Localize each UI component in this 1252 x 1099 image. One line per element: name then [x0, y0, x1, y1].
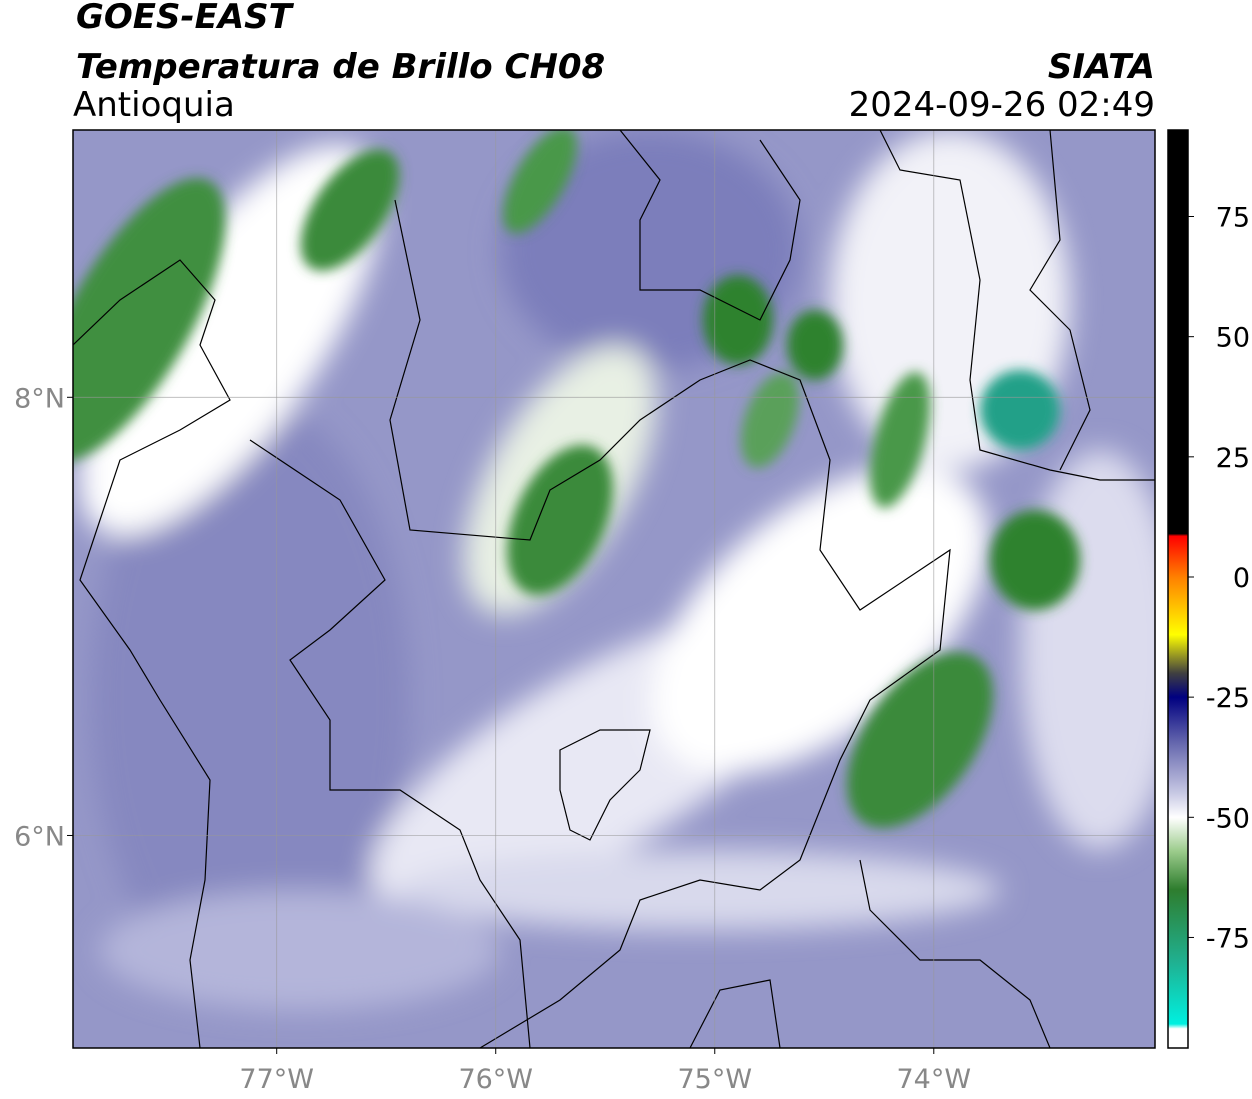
title: Temperatura de Brillo CH08 [76, 47, 605, 87]
colorbar-tick-label: -50 [1206, 803, 1250, 834]
colorbar [1167, 129, 1189, 1049]
colorbar-tick-label: -25 [1206, 683, 1250, 714]
grid [73, 130, 1155, 1048]
y-tick-label: 8°N [14, 383, 65, 414]
source: SIATA [1048, 47, 1155, 87]
colorbar-tick-label: -75 [1206, 923, 1250, 954]
x-tick-label: 75°W [677, 1064, 752, 1095]
header-line: GOES-EAST [76, 0, 295, 37]
x-tick-label: 74°W [897, 1064, 972, 1095]
datetime: 2024-09-26 02:49 [849, 85, 1155, 125]
colorbar-tick-label: 25 [1216, 443, 1250, 474]
y-tick-label: 6°N [14, 821, 65, 852]
x-tick-label: 77°W [239, 1064, 314, 1095]
x-tick-label: 76°W [458, 1064, 533, 1095]
region: Antioquia [73, 85, 235, 125]
colorbar-tick-label: 75 [1216, 203, 1250, 234]
map-frame [72, 129, 1156, 1049]
colorbar-tick-label: 50 [1216, 323, 1250, 354]
colorbar-tick-label: 0 [1233, 563, 1250, 594]
map-image [73, 130, 1155, 1048]
